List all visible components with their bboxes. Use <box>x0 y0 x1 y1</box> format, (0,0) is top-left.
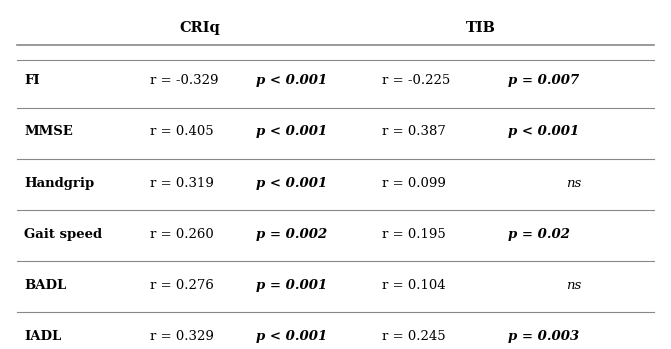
Text: p < 0.001: p < 0.001 <box>256 177 327 190</box>
Text: p = 0.002: p = 0.002 <box>256 228 327 240</box>
Text: r = 0.195: r = 0.195 <box>382 228 446 240</box>
Text: r = 0.329: r = 0.329 <box>150 330 214 343</box>
Text: r = 0.099: r = 0.099 <box>382 177 446 190</box>
Text: Handgrip: Handgrip <box>24 177 95 190</box>
Text: r = -0.329: r = -0.329 <box>150 74 219 87</box>
Text: r = 0.245: r = 0.245 <box>382 330 446 343</box>
Text: r = 0.276: r = 0.276 <box>150 279 214 292</box>
Text: CRIq: CRIq <box>179 21 220 35</box>
Text: IADL: IADL <box>24 330 61 343</box>
Text: ns: ns <box>566 177 582 190</box>
Text: p = 0.003: p = 0.003 <box>508 330 579 343</box>
Text: p = 0.001: p = 0.001 <box>256 279 327 292</box>
Text: r = 0.387: r = 0.387 <box>382 125 446 139</box>
Text: p < 0.001: p < 0.001 <box>256 125 327 139</box>
Text: FI: FI <box>24 74 40 87</box>
Text: ns: ns <box>566 279 582 292</box>
Text: p = 0.007: p = 0.007 <box>508 74 579 87</box>
Text: TIB: TIB <box>466 21 497 35</box>
Text: r = 0.405: r = 0.405 <box>150 125 213 139</box>
Text: r = 0.319: r = 0.319 <box>150 177 214 190</box>
Text: p < 0.001: p < 0.001 <box>256 330 327 343</box>
Text: p < 0.001: p < 0.001 <box>256 74 327 87</box>
Text: Gait speed: Gait speed <box>24 228 102 240</box>
Text: r = 0.104: r = 0.104 <box>382 279 446 292</box>
Text: p = 0.02: p = 0.02 <box>508 228 570 240</box>
Text: r = -0.225: r = -0.225 <box>382 74 450 87</box>
Text: p < 0.001: p < 0.001 <box>508 125 579 139</box>
Text: r = 0.260: r = 0.260 <box>150 228 213 240</box>
Text: BADL: BADL <box>24 279 66 292</box>
Text: MMSE: MMSE <box>24 125 72 139</box>
